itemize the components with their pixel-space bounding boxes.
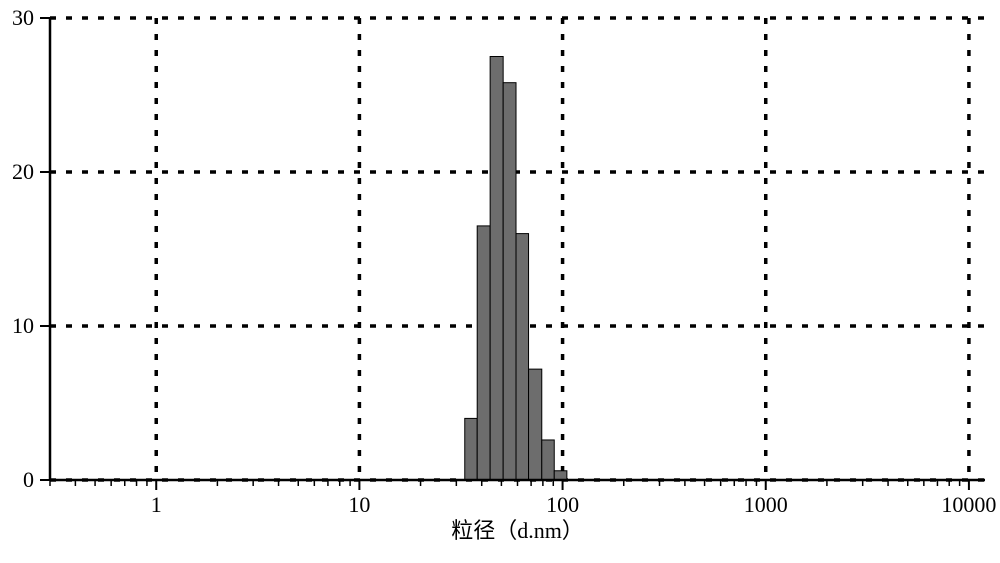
bar-2 bbox=[490, 57, 503, 481]
x-axis-label: 粒径（d.nm） bbox=[451, 518, 584, 543]
x-tick-label: 1000 bbox=[744, 492, 788, 517]
y-tick-label: 30 bbox=[12, 5, 34, 30]
bar-4 bbox=[516, 234, 529, 480]
bar-3 bbox=[503, 83, 516, 480]
bar-0 bbox=[465, 418, 477, 480]
x-tick-label: 1 bbox=[151, 492, 162, 517]
bar-7 bbox=[554, 471, 567, 480]
chart-svg: 1 10 100 1000 10000 0 10 20 30 粒径（d.nm） bbox=[0, 0, 1000, 563]
y-tick-label: 20 bbox=[12, 159, 34, 184]
y-tick-label: 0 bbox=[23, 467, 34, 492]
bar-1 bbox=[477, 226, 490, 480]
bar-6 bbox=[542, 440, 554, 480]
x-tick-label: 10000 bbox=[941, 492, 996, 517]
bar-5 bbox=[529, 369, 542, 480]
x-tick-label: 100 bbox=[546, 492, 579, 517]
x-tick-label: 10 bbox=[348, 492, 370, 517]
y-tick-label: 10 bbox=[12, 313, 34, 338]
histogram-chart: 1 10 100 1000 10000 0 10 20 30 粒径（d.nm） bbox=[0, 0, 1000, 563]
